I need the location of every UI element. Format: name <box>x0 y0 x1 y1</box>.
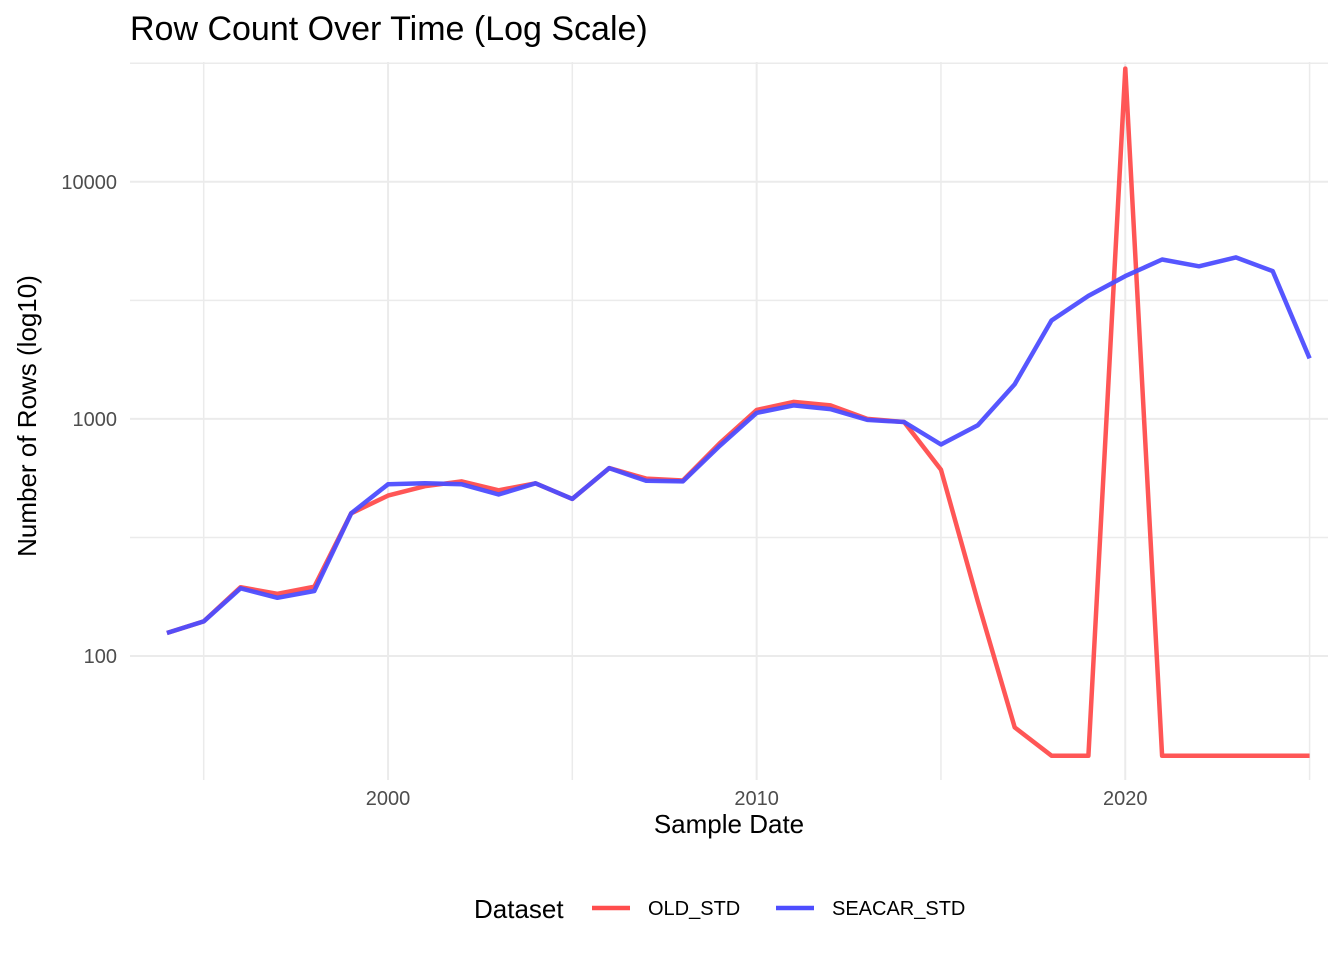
chart-title: Row Count Over Time (Log Scale) <box>130 10 648 48</box>
y-tick-label: 1000 <box>73 409 118 431</box>
y-tick-label: 10000 <box>61 172 117 194</box>
series-line-old-std <box>166 66 1310 758</box>
y-tick-labels: 100 1000 10000 <box>61 172 117 668</box>
grid <box>130 62 1328 780</box>
y-tick-label: 100 <box>84 646 117 668</box>
x-tick-label: 2000 <box>366 788 411 810</box>
y-axis-title: Number of Rows (log10) <box>12 275 42 557</box>
x-tick-label: 2020 <box>1103 788 1148 810</box>
series-lines <box>166 66 1312 758</box>
x-tick-labels: 2000 2010 2020 <box>366 788 1148 810</box>
legend-title: Dataset <box>474 894 564 924</box>
legend-label-old-std: OLD_STD <box>648 898 740 920</box>
legend: Dataset OLD_STD SEACAR_STD <box>474 894 965 924</box>
series-line-seacar-std <box>166 255 1312 636</box>
x-axis-title: Sample Date <box>654 809 804 839</box>
x-tick-label: 2010 <box>734 788 779 810</box>
legend-label-seacar-std: SEACAR_STD <box>832 898 965 920</box>
